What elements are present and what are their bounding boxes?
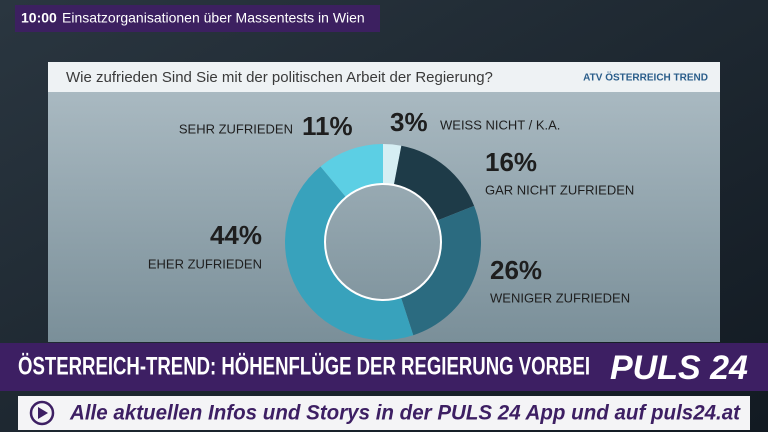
headline-bar <box>0 343 768 391</box>
value-label: 26% <box>490 255 542 285</box>
donut-hole <box>324 183 442 301</box>
ticker-time: 10:00 <box>21 10 57 26</box>
category-label: WEISS NICHT / K.A. <box>440 117 560 132</box>
crawl-bar <box>18 396 750 430</box>
donut-slice <box>383 144 402 186</box>
value-label: 3% <box>390 107 428 137</box>
category-label: WENIGER ZUFRIEDEN <box>490 290 630 305</box>
donut-slice <box>320 144 383 198</box>
donut-slice <box>393 145 475 221</box>
logo: PULS 24 <box>610 349 748 387</box>
donut-slice <box>400 205 482 336</box>
value-label: 16% <box>485 147 537 177</box>
chart-title: Wie zufrieden Sind Sie mit der politisch… <box>66 69 493 86</box>
value-label: 11% <box>302 111 353 141</box>
ticker-box <box>15 5 380 32</box>
category-label: SEHR ZUFRIEDEN <box>179 121 293 136</box>
chart-source: ATV ÖSTERREICH TREND <box>583 71 708 84</box>
play-triangle <box>38 407 48 419</box>
chart-header <box>48 62 720 92</box>
ticker-text: Einsatzorganisationen über Massentests i… <box>62 10 365 26</box>
play-icon <box>29 400 55 426</box>
crawl-text: Alle aktuellen Infos und Storys in der P… <box>69 402 741 425</box>
value-label: 44% <box>210 220 262 250</box>
donut: 3% WEISS NICHT / K.A. 16% GAR NICHT ZUFRIED… <box>148 107 634 340</box>
category-label: GAR NICHT ZUFRIEDEN <box>485 182 634 197</box>
category-label: EHER ZUFRIEDEN <box>148 256 262 271</box>
headline: ÖSTERREICH-TREND: HÖHENFLÜGE DER REGIERU… <box>18 352 590 381</box>
donut-slice <box>284 166 414 340</box>
